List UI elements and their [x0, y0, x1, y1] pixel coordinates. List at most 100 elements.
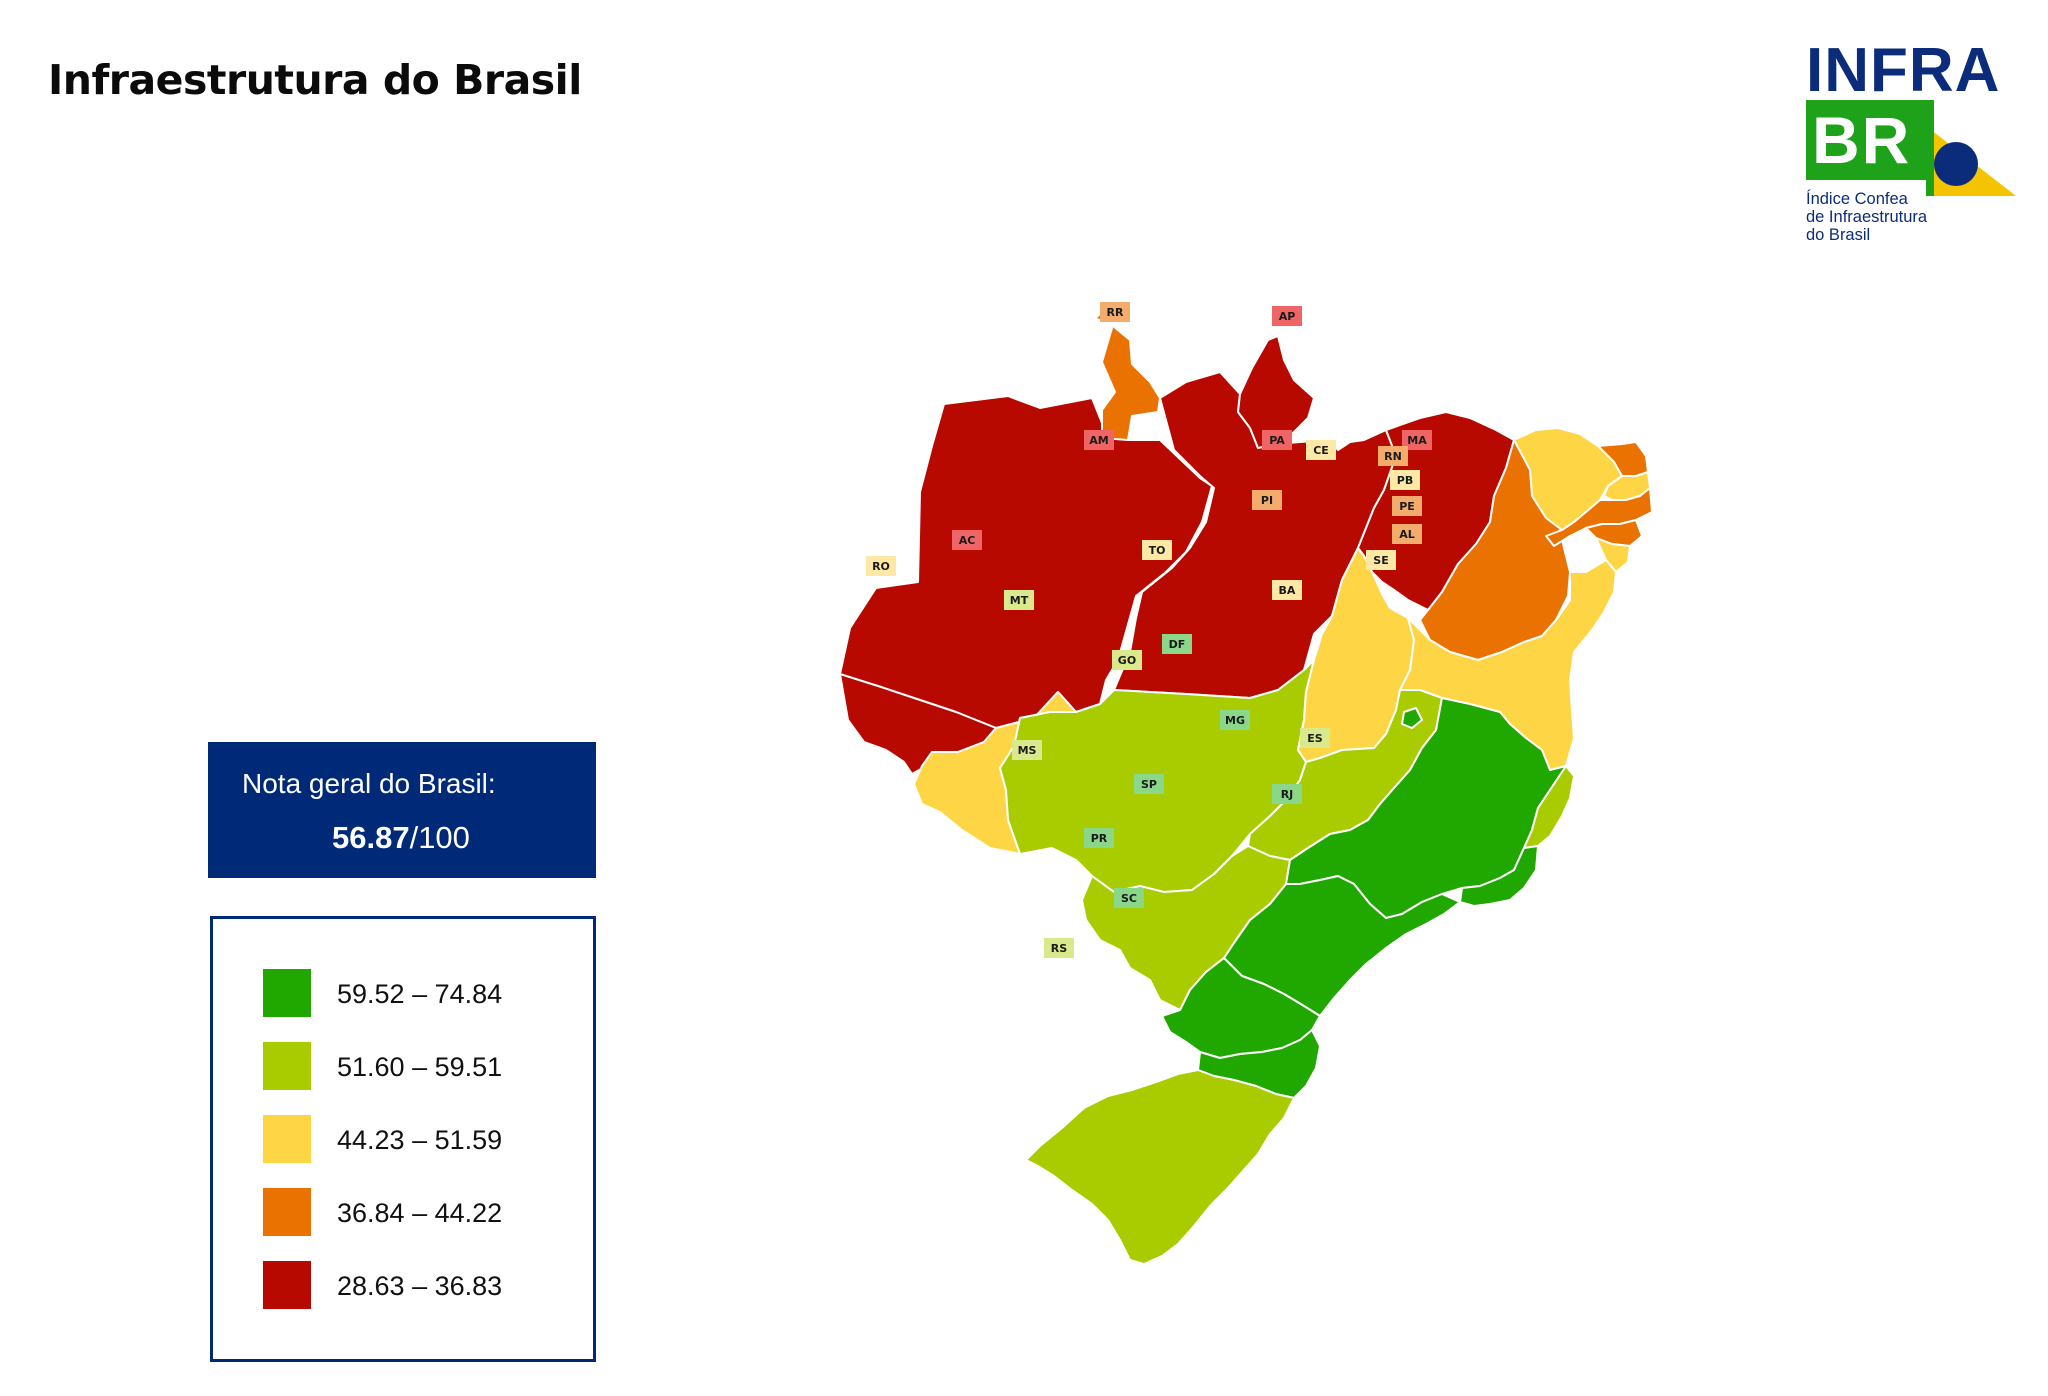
state-code: AC	[959, 534, 976, 547]
state-label-chip	[1392, 524, 1422, 544]
score-number: 56.87	[332, 820, 410, 855]
state-label-se: SE	[1366, 550, 1396, 570]
state-label-chip	[1272, 784, 1302, 804]
state-code: PE	[1399, 500, 1415, 513]
infrabr-logo: INFRA BR Índice Confea de Infraestrutura…	[1806, 36, 2016, 252]
state-code: AL	[1399, 528, 1415, 541]
legend-swatch	[263, 1115, 311, 1163]
brazil-choropleth-map: AM AC RR PA AP MA RO MT TO PI CE RN PB PE AL SE BA GO DF MS…	[839, 302, 1653, 1265]
state-label-ce: CE	[1306, 440, 1336, 460]
state-code: DF	[1169, 638, 1186, 651]
state-code: MG	[1225, 714, 1245, 727]
logo-subtitle: Índice Confea de Infraestrutura do Brasi…	[1806, 190, 1928, 244]
legend-item: 59.52 – 74.84	[263, 969, 583, 1017]
state-code: SE	[1373, 554, 1388, 567]
state-code: PI	[1261, 494, 1273, 507]
state-code: AM	[1089, 434, 1108, 447]
state-rr	[1081, 313, 1161, 441]
logo-green-box	[1806, 100, 1934, 180]
state-label-mg: MG	[1220, 710, 1250, 730]
state-label-chip	[1084, 828, 1114, 848]
state-label-pr: PR	[1084, 828, 1114, 848]
state-code: MT	[1010, 594, 1029, 607]
legend-label: 44.23 – 51.59	[337, 1125, 503, 1155]
state-label-chip	[1262, 430, 1292, 450]
state-label-es: ES	[1300, 728, 1330, 748]
state-df	[1401, 707, 1423, 729]
state-label-rr: RR	[1100, 302, 1130, 322]
state-code: RN	[1384, 450, 1402, 463]
state-code: RS	[1051, 942, 1067, 955]
state-label-pa: PA	[1262, 430, 1292, 450]
state-label-ma: MA	[1402, 430, 1432, 450]
state-label-chip	[1084, 430, 1114, 450]
state-label-ro: RO	[866, 556, 896, 576]
score-label: Nota geral do Brasil:	[242, 768, 496, 799]
state-label-chip	[1272, 306, 1302, 326]
state-label-chip	[1004, 590, 1034, 610]
state-label-pi: PI	[1252, 490, 1282, 510]
score-suffix: /100	[409, 820, 470, 855]
state-label-sc: SC	[1114, 888, 1144, 908]
page-title: Infraestrutura do Brasil	[48, 56, 582, 104]
state-label-mt: MT	[1004, 590, 1034, 610]
legend-swatch	[263, 1188, 311, 1236]
state-code: RO	[872, 560, 890, 573]
state-code: SP	[1141, 778, 1157, 791]
state-code: PB	[1397, 474, 1413, 487]
state-code: GO	[1118, 654, 1136, 667]
state-label-chip	[1112, 650, 1142, 670]
legend-swatch	[263, 969, 311, 1017]
state-code: PR	[1091, 832, 1108, 845]
state-ap	[1237, 335, 1315, 449]
logo-flag-mark	[1926, 126, 2016, 196]
state-label-rn: RN	[1378, 446, 1408, 466]
state-label-al: AL	[1392, 524, 1422, 544]
state-label-chip	[952, 530, 982, 550]
logo-br-text: BR	[1812, 103, 1912, 177]
state-label-chip	[1134, 774, 1164, 794]
legend-swatch	[263, 1042, 311, 1090]
state-code: SC	[1121, 892, 1137, 905]
state-code: RJ	[1281, 788, 1294, 801]
state-label-chip	[1142, 540, 1172, 560]
state-label-chip	[1220, 710, 1250, 730]
state-label-chip	[1252, 490, 1282, 510]
state-code: MS	[1018, 744, 1037, 757]
state-code: MA	[1407, 434, 1427, 447]
state-rs	[1025, 1069, 1295, 1265]
national-score-panel: Nota geral do Brasil: 56.87/100	[208, 742, 596, 878]
state-pe	[1545, 487, 1653, 547]
score-value: 56.87/100	[332, 820, 470, 856]
state-label-rj: RJ	[1272, 784, 1302, 804]
state-label-chip	[1162, 634, 1192, 654]
state-label-pe: PE	[1392, 496, 1422, 516]
state-label-ms: MS	[1012, 740, 1042, 760]
legend-label: 28.63 – 36.83	[337, 1271, 503, 1301]
state-label-to: TO	[1142, 540, 1172, 560]
state-label-chip	[1272, 580, 1302, 600]
state-code: PA	[1269, 434, 1285, 447]
legend-item: 36.84 – 44.22	[263, 1188, 583, 1236]
state-code: TO	[1149, 544, 1166, 557]
state-label-chip	[1100, 302, 1130, 322]
state-label-chip	[1306, 440, 1336, 460]
state-code: CE	[1313, 444, 1329, 457]
legend-swatch	[263, 1261, 311, 1309]
state-rj	[1459, 845, 1539, 907]
legend-item: 51.60 – 59.51	[263, 1042, 583, 1090]
legend-label: 59.52 – 74.84	[337, 979, 503, 1009]
state-label-chip	[866, 556, 896, 576]
state-label-pb: PB	[1390, 470, 1420, 490]
legend: 59.52 – 74.84 51.60 – 59.51 44.23 – 51.5…	[210, 916, 596, 1362]
state-label-go: GO	[1112, 650, 1142, 670]
legend-item: 28.63 – 36.83	[263, 1261, 583, 1309]
state-label-chip	[1114, 888, 1144, 908]
legend-item: 44.23 – 51.59	[263, 1115, 583, 1163]
state-label-df: DF	[1162, 634, 1192, 654]
state-code: AP	[1279, 310, 1296, 323]
state-label-chip	[1390, 470, 1420, 490]
logo-word: INFRA	[1806, 36, 2001, 105]
state-label-am: AM	[1084, 430, 1114, 450]
state-code: BA	[1279, 584, 1296, 597]
